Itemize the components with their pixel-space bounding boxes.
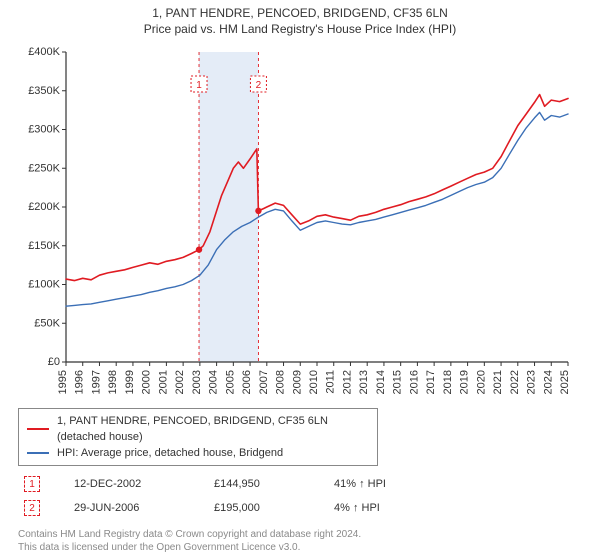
x-tick-label: 2022	[509, 370, 521, 394]
chart-area: £0 £50K £100K £150K £200K £250K £300K £350K £400…	[18, 42, 578, 402]
legend: 1, PANT HENDRE, PENCOED, BRIDGEND, CF35 …	[18, 408, 378, 466]
x-tick-label: 2025	[559, 370, 571, 394]
y-tick-label: £250K	[28, 162, 60, 174]
x-tick-label: 2000	[141, 370, 153, 394]
x-tick-label: 2002	[174, 370, 186, 394]
marker-icon: 2	[24, 500, 40, 516]
y-tick-label: £0	[48, 356, 60, 368]
x-tick-label: 2012	[341, 370, 353, 394]
x-tick-label: 2001	[157, 370, 169, 394]
marker-dot	[255, 208, 261, 214]
y-tick-label: £350K	[28, 85, 60, 97]
marker-label-text: 1	[196, 80, 202, 91]
x-tick-label: 2018	[442, 370, 454, 394]
legend-item: 1, PANT HENDRE, PENCOED, BRIDGEND, CF35 …	[27, 413, 369, 445]
chart-container: 1, PANT HENDRE, PENCOED, BRIDGEND, CF35 …	[0, 0, 600, 560]
marker-dot	[196, 246, 202, 252]
x-tick-label: 2024	[542, 370, 554, 394]
x-tick-label: 1998	[107, 370, 119, 394]
x-tick-label: 1996	[74, 370, 86, 394]
x-tick-label: 2014	[375, 370, 387, 394]
y-tick-label: £300K	[28, 124, 60, 136]
x-tick-label: 1997	[90, 370, 102, 394]
x-tick-label: 2011	[325, 370, 337, 394]
price-cell: £144,950	[214, 478, 304, 490]
table-row: 1 12-DEC-2002 £144,950 41% ↑ HPI	[18, 474, 582, 498]
pct-cell: 41% ↑ HPI	[334, 478, 454, 490]
date-cell: 29-JUN-2006	[74, 502, 184, 514]
legend-label: 1, PANT HENDRE, PENCOED, BRIDGEND, CF35 …	[57, 413, 369, 445]
marker-cell: 2	[24, 500, 44, 516]
y-tick-label: £200K	[28, 201, 60, 213]
x-tick-label: 2015	[392, 370, 404, 394]
x-tick-label: 1995	[57, 370, 69, 394]
y-tick-label: £100K	[28, 279, 60, 291]
x-tick-label: 2021	[492, 370, 504, 394]
x-tick-label: 2004	[208, 370, 220, 394]
x-tick-label: 2008	[275, 370, 287, 394]
page-subtitle: Price paid vs. HM Land Registry's House …	[18, 22, 582, 36]
x-tick-label: 2020	[475, 370, 487, 394]
legend-item: HPI: Average price, detached house, Brid…	[27, 445, 369, 461]
x-tick-label: 2009	[291, 370, 303, 394]
marker-label-text: 2	[256, 80, 262, 91]
x-tick-label: 2003	[191, 370, 203, 394]
x-tick-label: 2013	[358, 370, 370, 394]
price-cell: £195,000	[214, 502, 304, 514]
table-row: 2 29-JUN-2006 £195,000 4% ↑ HPI	[18, 498, 582, 522]
line-chart: £0 £50K £100K £150K £200K £250K £300K £350K £400…	[18, 42, 578, 402]
series-hpi	[66, 112, 568, 306]
legend-label: HPI: Average price, detached house, Brid…	[57, 445, 283, 461]
marker-cell: 1	[24, 476, 44, 492]
x-tick-label: 2005	[224, 370, 236, 394]
legend-swatch-line	[27, 428, 49, 430]
series-price_paid	[66, 95, 568, 281]
x-tick-label: 2016	[408, 370, 420, 394]
y-tick-label: £50K	[34, 317, 60, 329]
sales-table: 1 12-DEC-2002 £144,950 41% ↑ HPI 2 29-JU…	[18, 474, 582, 522]
legend-swatch-line	[27, 452, 49, 454]
chart-band	[199, 52, 258, 362]
x-tick-label: 2007	[258, 370, 270, 394]
x-tick-label: 2023	[526, 370, 538, 394]
footnote: Contains HM Land Registry data © Crown c…	[18, 528, 582, 554]
footnote-line: This data is licensed under the Open Gov…	[18, 541, 582, 554]
footnote-line: Contains HM Land Registry data © Crown c…	[18, 528, 582, 541]
date-cell: 12-DEC-2002	[74, 478, 184, 490]
page-title: 1, PANT HENDRE, PENCOED, BRIDGEND, CF35 …	[18, 6, 582, 20]
pct-cell: 4% ↑ HPI	[334, 502, 454, 514]
x-tick-label: 1999	[124, 370, 136, 394]
x-tick-label: 2006	[241, 370, 253, 394]
marker-icon: 1	[24, 476, 40, 492]
x-tick-label: 2017	[425, 370, 437, 394]
x-tick-label: 2010	[308, 370, 320, 394]
y-tick-label: £150K	[28, 240, 60, 252]
y-tick-label: £400K	[28, 46, 60, 58]
x-tick-label: 2019	[459, 370, 471, 394]
